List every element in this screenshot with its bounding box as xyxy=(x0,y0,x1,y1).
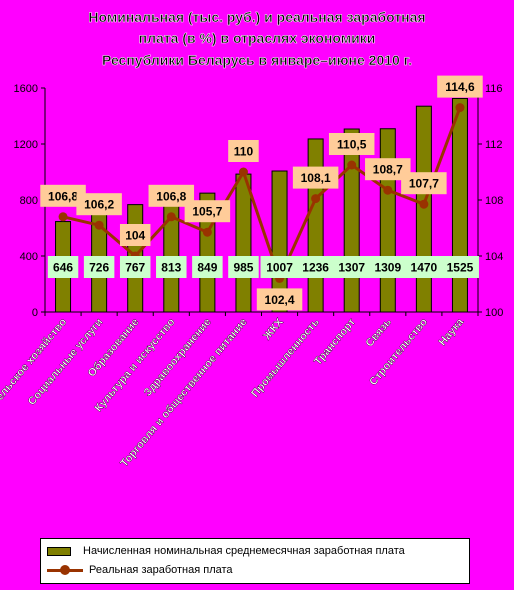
line-label: 114,6 xyxy=(445,80,475,94)
legend: Начисленная номинальная среднемесячная з… xyxy=(40,538,470,584)
line-label: 110,5 xyxy=(337,138,367,152)
bar-label: 726 xyxy=(89,261,109,275)
line-label-box xyxy=(40,184,86,207)
category-label: ЖКХ xyxy=(261,316,287,343)
legend-swatch-line xyxy=(47,565,83,575)
bar xyxy=(235,173,252,313)
bar-label-box xyxy=(332,256,371,278)
bar-label-box xyxy=(192,256,223,278)
category-label: Наука xyxy=(437,316,467,349)
bar xyxy=(415,105,432,313)
line-label-box xyxy=(437,75,483,98)
real-wage-point xyxy=(166,212,176,222)
line-data-labels: 106,8 106,2 104 106,8 105,7 110 102,4 108,1 110,… xyxy=(40,75,483,311)
bar-label: 1470 xyxy=(411,261,438,275)
bar xyxy=(451,98,468,313)
real-wage-point xyxy=(238,167,248,177)
bar-label-box xyxy=(440,256,479,278)
real-wage-point xyxy=(311,194,321,204)
y-right-tick-label: 116 xyxy=(485,83,503,95)
real-wage-line xyxy=(62,107,462,283)
bar-label-box xyxy=(260,256,299,278)
y-right-tick-label: 104 xyxy=(485,251,503,263)
chart-title: Номинальная (тыс. руб.) и реальная зараб… xyxy=(88,9,426,69)
y-left-tick-label: 400 xyxy=(20,251,38,263)
bar xyxy=(307,138,324,313)
line-series xyxy=(58,103,465,283)
line-label-box xyxy=(292,166,339,189)
bar-label-box xyxy=(83,256,115,278)
bar-label-box xyxy=(119,256,151,278)
bar xyxy=(199,192,216,313)
line-label: 106,8 xyxy=(48,189,78,203)
bar-label: 1236 xyxy=(302,261,329,275)
real-wage-point xyxy=(455,103,465,113)
line-label-box xyxy=(401,172,447,195)
bar-label: 646 xyxy=(53,261,73,275)
bar xyxy=(343,128,360,313)
bar-label-box xyxy=(296,256,335,278)
bar-label: 767 xyxy=(125,261,145,275)
chart-title-line-3: Республики Беларусь в январе–июне 2010 г… xyxy=(102,52,412,68)
line-label-box xyxy=(228,140,259,162)
y-left-tick-label: 1600 xyxy=(14,83,38,95)
chart-title-line-1: Номинальная (тыс. руб.) и реальная зараб… xyxy=(88,9,425,25)
bar-label: 849 xyxy=(197,261,217,275)
bar-label: 1309 xyxy=(374,261,401,275)
line-label: 104 xyxy=(125,229,145,243)
bar-label-box xyxy=(404,256,443,278)
legend-item-real: Реальная заработная плата xyxy=(47,561,233,579)
line-label: 108,1 xyxy=(301,171,331,185)
line-label: 110 xyxy=(234,145,254,159)
bar-label-box xyxy=(156,256,187,278)
chart-axes: 0 400 800 1200 1600 100 104 108 112 116 xyxy=(14,83,504,319)
category-label: Связь xyxy=(364,316,395,349)
bar-label: 985 xyxy=(233,261,253,275)
line-label: 105,7 xyxy=(192,205,222,219)
bar-label: 1307 xyxy=(338,261,365,275)
y-right-tick-label: 108 xyxy=(485,195,503,207)
line-label-box xyxy=(365,158,411,181)
legend-label-real: Реальная заработная плата xyxy=(89,564,233,576)
y-left-tick-label: 1200 xyxy=(14,139,38,151)
legend-item-nominal: Начисленная номинальная среднемесячная з… xyxy=(47,542,405,560)
line-label: 106,2 xyxy=(84,198,114,212)
legend-label-nominal: Начисленная номинальная среднемесячная з… xyxy=(83,545,405,557)
line-label: 107,7 xyxy=(409,177,439,191)
line-label-box xyxy=(76,193,122,216)
bar-label-box xyxy=(368,256,407,278)
real-wage-point xyxy=(419,199,429,209)
line-label-box xyxy=(119,224,151,246)
real-wage-point xyxy=(383,185,393,195)
bar xyxy=(379,128,396,313)
line-label-box xyxy=(328,133,375,155)
real-wage-point xyxy=(347,160,357,170)
bar-label: 1007 xyxy=(266,261,293,275)
real-wage-point xyxy=(94,220,104,230)
chart-title-line-2: плата (в %) в отраслях экономики xyxy=(139,30,376,46)
line-label: 106,8 xyxy=(156,189,186,203)
bar-label: 813 xyxy=(161,261,181,275)
line-label-box xyxy=(184,200,231,223)
y-right-tick-label: 112 xyxy=(485,139,503,151)
line-label-box xyxy=(256,288,303,311)
legend-swatch-bar xyxy=(47,546,71,556)
line-label: 102,4 xyxy=(265,293,295,307)
y-right-tick-label: 100 xyxy=(485,307,503,319)
real-wage-point xyxy=(58,212,68,222)
category-label: Здравоохранение xyxy=(142,316,214,399)
category-label: Промышленность xyxy=(249,316,322,400)
y-left-tick-label: 0 xyxy=(32,307,38,319)
bar-data-labels: 646 726 767 813 849 985 1007 1236 1307 1309 1470 15… xyxy=(47,256,479,278)
line-label-box xyxy=(148,184,195,207)
bar-label: 1525 xyxy=(447,261,474,275)
line-label: 108,7 xyxy=(373,163,403,177)
bar-label-box xyxy=(47,256,79,278)
real-wage-point xyxy=(202,227,212,237)
bar-label-box xyxy=(228,256,259,278)
y-left-tick-label: 800 xyxy=(20,195,38,207)
